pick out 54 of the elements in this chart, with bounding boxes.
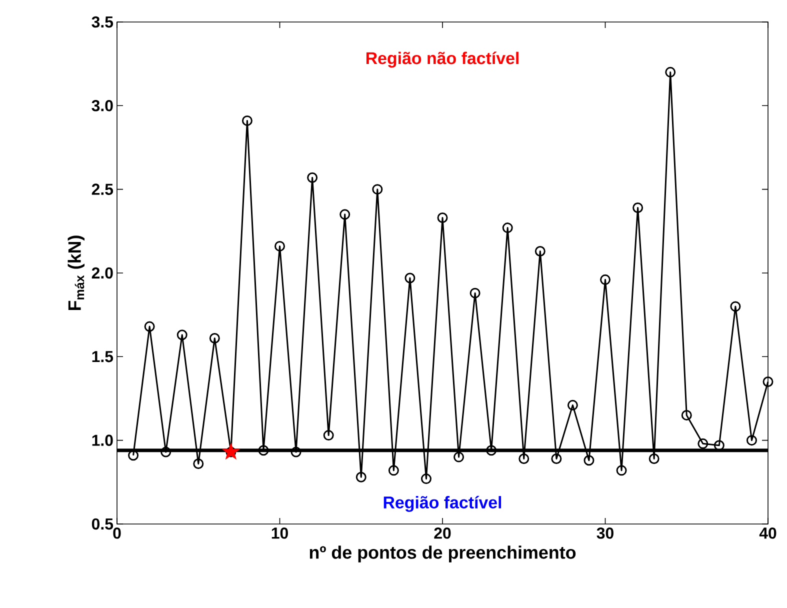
point bbox=[698, 438, 708, 449]
point bbox=[648, 453, 660, 464]
point bbox=[258, 445, 269, 456]
point bbox=[730, 301, 741, 312]
point bbox=[323, 430, 334, 441]
point bbox=[307, 172, 318, 183]
point bbox=[356, 472, 366, 482]
y-tick-label: 2.0 bbox=[92, 267, 113, 279]
point bbox=[420, 474, 432, 484]
point bbox=[193, 458, 204, 469]
x-tick-label: 30 bbox=[596, 528, 614, 539]
point bbox=[437, 212, 448, 224]
point bbox=[454, 452, 464, 462]
point bbox=[551, 453, 562, 464]
point bbox=[372, 184, 383, 195]
point bbox=[176, 330, 188, 340]
point bbox=[404, 272, 416, 284]
point bbox=[160, 446, 172, 458]
x-tick-label: 0 bbox=[113, 528, 121, 539]
annotation: Região não factível bbox=[366, 52, 518, 68]
annotation: Região factível bbox=[384, 496, 502, 512]
point bbox=[242, 115, 252, 126]
point bbox=[340, 209, 350, 220]
point bbox=[600, 274, 611, 285]
y-tick-label: 3.0 bbox=[92, 100, 113, 112]
x-tick-label: 40 bbox=[759, 528, 776, 539]
point bbox=[502, 222, 513, 234]
point bbox=[290, 446, 302, 458]
point bbox=[762, 376, 774, 388]
point bbox=[388, 465, 399, 476]
y-tick-label: 0.5 bbox=[92, 518, 114, 530]
y-tick-label: 3.5 bbox=[92, 16, 114, 28]
point bbox=[222, 442, 240, 460]
point bbox=[681, 410, 692, 420]
x-tick-label: 20 bbox=[434, 528, 451, 539]
point bbox=[274, 240, 286, 252]
y-tick-label: 2.5 bbox=[92, 184, 114, 195]
point bbox=[470, 288, 480, 298]
x-axis-title: nº de pontos de preenchimento bbox=[310, 546, 576, 562]
point bbox=[584, 455, 594, 466]
point bbox=[209, 332, 220, 344]
point bbox=[616, 465, 627, 476]
y-tick-label: 1.5 bbox=[92, 351, 114, 362]
point bbox=[632, 202, 644, 213]
point bbox=[486, 445, 497, 456]
y-tick-label: 1.0 bbox=[92, 434, 113, 446]
point bbox=[567, 400, 578, 410]
point bbox=[144, 321, 155, 332]
point bbox=[665, 66, 676, 78]
point bbox=[746, 435, 757, 446]
point bbox=[534, 246, 546, 256]
y-axis-title: F$_{máx}$ (kN) bbox=[68, 236, 84, 310]
point bbox=[518, 453, 530, 464]
x-tick-label: 10 bbox=[272, 528, 288, 539]
